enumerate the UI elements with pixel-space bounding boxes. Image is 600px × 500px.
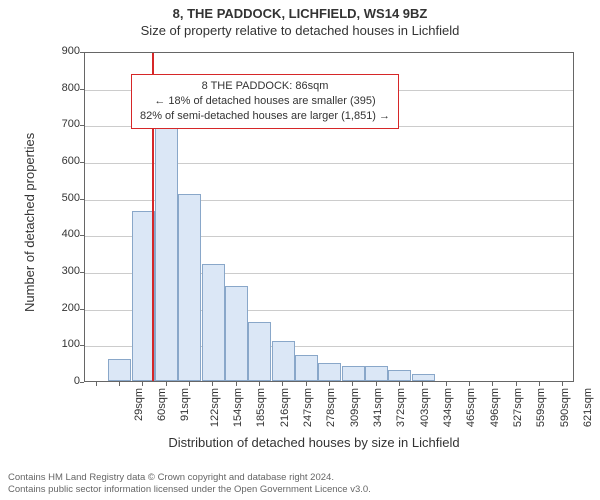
y-tick-label: 100 <box>40 338 80 350</box>
x-tick-label: 91sqm <box>179 388 191 421</box>
x-tick-label: 465sqm <box>465 388 477 427</box>
x-tick-label: 185sqm <box>255 388 267 427</box>
y-tick-label: 0 <box>40 375 80 387</box>
x-tick-mark <box>446 382 447 386</box>
y-tick-mark <box>80 52 84 53</box>
y-tick-label: 200 <box>40 302 80 314</box>
x-tick-mark <box>306 382 307 386</box>
y-tick-label: 300 <box>40 265 80 277</box>
page-subtitle: Size of property relative to detached ho… <box>0 21 600 44</box>
x-tick-mark <box>259 382 260 386</box>
y-tick-label: 600 <box>40 155 80 167</box>
x-tick-mark <box>142 382 143 386</box>
x-tick-mark <box>119 382 120 386</box>
annotation-line: 82% of semi-detached houses are larger (… <box>140 109 390 124</box>
y-tick-mark <box>80 199 84 200</box>
x-tick-mark <box>516 382 517 386</box>
y-tick-label: 900 <box>40 45 80 57</box>
histogram-bar <box>272 341 295 381</box>
histogram-bar <box>178 194 201 381</box>
y-axis-label: Number of detached properties <box>22 133 37 312</box>
x-tick-mark <box>166 382 167 386</box>
y-tick-mark <box>80 309 84 310</box>
footer-attribution: Contains HM Land Registry data © Crown c… <box>8 472 371 496</box>
x-tick-label: 372sqm <box>395 388 407 427</box>
y-tick-label: 500 <box>40 192 80 204</box>
histogram-bar <box>342 366 365 381</box>
x-tick-label: 216sqm <box>279 388 291 427</box>
y-tick-mark <box>80 272 84 273</box>
x-tick-label: 496sqm <box>489 388 501 427</box>
x-tick-mark <box>329 382 330 386</box>
x-tick-label: 60sqm <box>156 388 168 421</box>
histogram-bar <box>295 355 318 381</box>
x-tick-mark <box>212 382 213 386</box>
footer-line-1: Contains HM Land Registry data © Crown c… <box>8 472 371 484</box>
x-tick-mark <box>399 382 400 386</box>
x-tick-mark <box>352 382 353 386</box>
y-tick-label: 400 <box>40 228 80 240</box>
x-tick-label: 122sqm <box>209 388 221 427</box>
histogram-bar <box>388 370 411 381</box>
x-tick-mark <box>469 382 470 386</box>
histogram-bar <box>412 374 435 381</box>
x-tick-mark <box>96 382 97 386</box>
x-tick-label: 434sqm <box>442 388 454 427</box>
y-tick-mark <box>80 125 84 126</box>
histogram-bar <box>248 322 271 381</box>
y-tick-mark <box>80 235 84 236</box>
x-tick-label: 309sqm <box>349 388 361 427</box>
footer-line-2: Contains public sector information licen… <box>8 484 371 496</box>
y-tick-label: 700 <box>40 118 80 130</box>
x-tick-mark <box>562 382 563 386</box>
annotation-line: ← 18% of detached houses are smaller (39… <box>140 94 390 109</box>
x-tick-mark <box>422 382 423 386</box>
x-tick-mark <box>539 382 540 386</box>
x-tick-mark <box>189 382 190 386</box>
x-tick-label: 247sqm <box>302 388 314 427</box>
histogram-bar <box>225 286 248 381</box>
page-title: 8, THE PADDOCK, LICHFIELD, WS14 9BZ <box>0 0 600 21</box>
histogram-bar <box>108 359 131 381</box>
histogram-bar <box>155 128 178 381</box>
x-tick-label: 527sqm <box>512 388 524 427</box>
chart-container: Number of detached properties Distributi… <box>54 52 574 422</box>
y-tick-mark <box>80 89 84 90</box>
x-tick-mark <box>282 382 283 386</box>
y-tick-mark <box>80 162 84 163</box>
x-axis-label: Distribution of detached houses by size … <box>54 435 574 450</box>
x-tick-label: 403sqm <box>419 388 431 427</box>
x-tick-label: 559sqm <box>535 388 547 427</box>
histogram-bar <box>318 363 341 381</box>
x-tick-label: 590sqm <box>559 388 571 427</box>
x-tick-label: 278sqm <box>325 388 337 427</box>
y-tick-label: 800 <box>40 82 80 94</box>
x-tick-label: 621sqm <box>582 388 594 427</box>
x-tick-mark <box>236 382 237 386</box>
y-tick-mark <box>80 382 84 383</box>
x-tick-label: 154sqm <box>232 388 244 427</box>
annotation-box: 8 THE PADDOCK: 86sqm← 18% of detached ho… <box>131 74 399 129</box>
histogram-bar <box>365 366 388 381</box>
histogram-bar <box>202 264 225 381</box>
annotation-line: 8 THE PADDOCK: 86sqm <box>140 79 390 94</box>
x-tick-mark <box>376 382 377 386</box>
x-tick-label: 29sqm <box>133 388 145 421</box>
x-tick-label: 341sqm <box>372 388 384 427</box>
y-tick-mark <box>80 345 84 346</box>
x-tick-mark <box>492 382 493 386</box>
